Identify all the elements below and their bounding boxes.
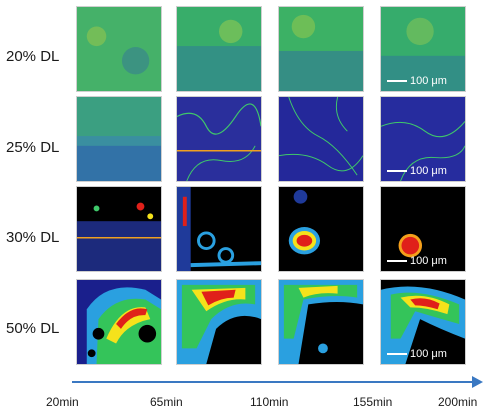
row-label-20-dl: 20% DL (6, 48, 60, 65)
image-20dl-155min: 100 μm (380, 6, 466, 92)
image-30dl-20min (76, 186, 162, 272)
image-20dl-110min (278, 6, 364, 92)
scale-bar-line (387, 170, 407, 172)
scale-bar-label: 100 μm (410, 255, 447, 267)
image-30dl-110min (278, 186, 364, 272)
image-25dl-110min (278, 96, 364, 182)
timeline-arrow (72, 381, 474, 383)
scale-bar: 100 μm (387, 75, 447, 87)
image-25dl-20min (76, 96, 162, 182)
image-20dl-20min (76, 6, 162, 92)
image-50dl-65min (176, 279, 262, 365)
image-20dl-65min (176, 6, 262, 92)
timeline-arrowhead-icon (472, 376, 483, 388)
scale-bar: 100 μm (387, 348, 447, 360)
scale-bar: 100 μm (387, 165, 447, 177)
time-label-65min: 65min (150, 395, 183, 409)
image-25dl-155min: 100 μm (380, 96, 466, 182)
image-50dl-20min (76, 279, 162, 365)
scale-bar-label: 100 μm (410, 348, 447, 360)
row-label-25-dl: 25% DL (6, 139, 60, 156)
scale-bar: 100 μm (387, 255, 447, 267)
image-25dl-65min (176, 96, 262, 182)
image-30dl-155min: 100 μm (380, 186, 466, 272)
time-label-155min: 155min (353, 395, 393, 409)
time-label-110min: 110min (250, 395, 289, 409)
time-label-200min: 200min (438, 395, 478, 409)
scale-bar-label: 100 μm (410, 165, 447, 177)
scale-bar-line (387, 353, 407, 355)
scale-bar-line (387, 80, 407, 82)
image-50dl-155min: 100 μm (380, 279, 466, 365)
time-label-20min: 20min (46, 395, 79, 409)
scale-bar-line (387, 260, 407, 262)
row-label-30-dl: 30% DL (6, 229, 60, 246)
image-50dl-110min (278, 279, 364, 365)
row-label-50-dl: 50% DL (6, 320, 60, 337)
image-30dl-65min (176, 186, 262, 272)
scale-bar-label: 100 μm (410, 75, 447, 87)
